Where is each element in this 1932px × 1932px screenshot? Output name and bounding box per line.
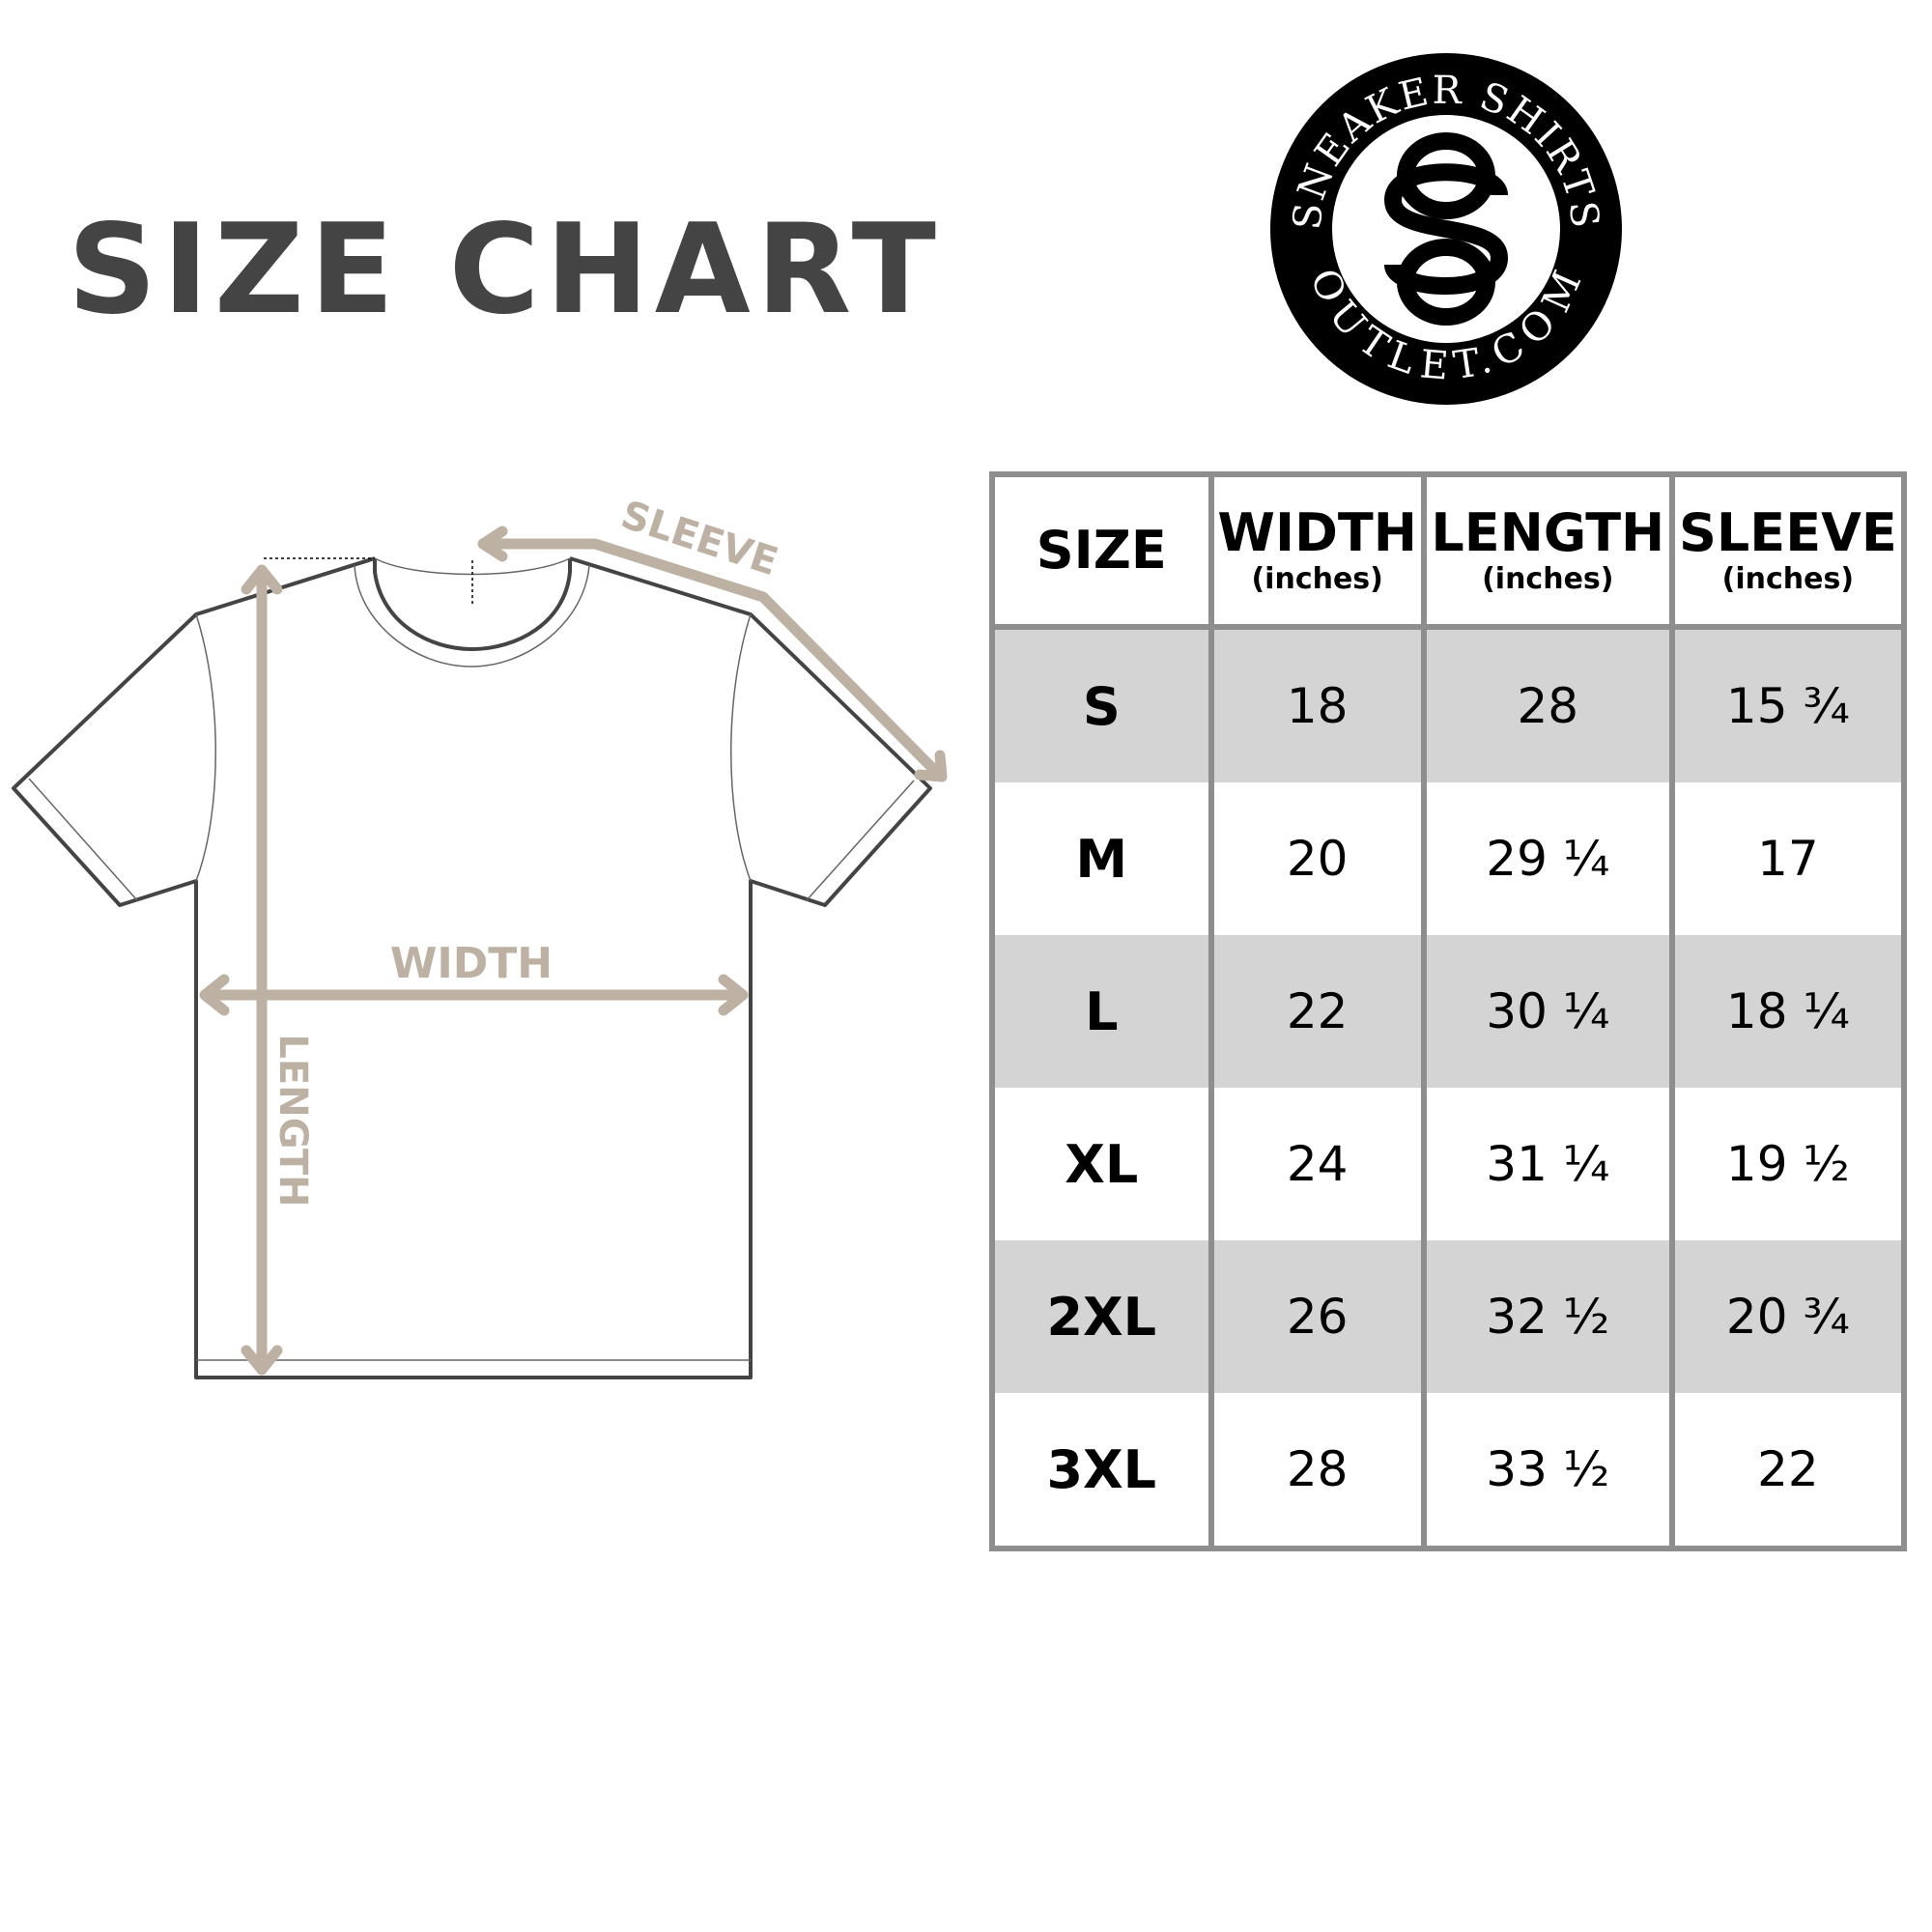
sleeve-cell: 19 ½ bbox=[1668, 1088, 1908, 1240]
size-cell: 2XL bbox=[989, 1240, 1214, 1393]
brand-logo: SNEAKER SHIRTS OUTLET.COM bbox=[1270, 53, 1622, 405]
width-arrow bbox=[199, 974, 749, 1016]
sleeve-cell: 17 bbox=[1668, 782, 1908, 935]
table-row: XL 24 31 ¼ 19 ½ bbox=[989, 1088, 1908, 1240]
length-cell: 33 ½ bbox=[1420, 1393, 1675, 1548]
header-width: WIDTH (inches) bbox=[1208, 471, 1427, 630]
width-cell: 26 bbox=[1208, 1240, 1427, 1393]
table-row: L 22 30 ¼ 18 ¼ bbox=[989, 935, 1908, 1088]
sleeve-cell: 22 bbox=[1668, 1393, 1908, 1548]
length-arrow bbox=[241, 564, 283, 1376]
size-cell: 3XL bbox=[989, 1393, 1214, 1548]
sleeve-cell: 20 ¾ bbox=[1668, 1240, 1908, 1393]
header-length: LENGTH (inches) bbox=[1420, 471, 1675, 630]
sleeve-arrow bbox=[477, 526, 948, 782]
size-cell: XL bbox=[989, 1088, 1214, 1240]
width-cell: 22 bbox=[1208, 935, 1427, 1088]
length-label: LENGTH bbox=[270, 1034, 315, 1207]
size-cell: M bbox=[989, 782, 1214, 935]
table-header-row: SIZE WIDTH (inches) LENGTH (inches) SLEEVE… bbox=[989, 471, 1908, 630]
length-cell: 30 ¼ bbox=[1420, 935, 1675, 1088]
sleeve-cell: 18 ¼ bbox=[1668, 935, 1908, 1088]
table-row: M 20 29 ¼ 17 bbox=[989, 782, 1908, 935]
width-label: WIDTH bbox=[390, 939, 553, 988]
size-cell: L bbox=[989, 935, 1214, 1088]
width-cell: 24 bbox=[1208, 1088, 1427, 1240]
length-cell: 31 ¼ bbox=[1420, 1088, 1675, 1240]
tshirt-diagram: WIDTH LENGTH SLEEVE bbox=[12, 493, 948, 1379]
sleeve-label: SLEEVE bbox=[615, 493, 782, 584]
length-cell: 29 ¼ bbox=[1420, 782, 1675, 935]
length-cell: 32 ½ bbox=[1420, 1240, 1675, 1393]
size-table: SIZE WIDTH (inches) LENGTH (inches) SLEEVE… bbox=[989, 471, 1908, 1551]
size-cell: S bbox=[989, 627, 1214, 782]
page-title: SIZE CHART bbox=[68, 198, 942, 342]
width-cell: 20 bbox=[1208, 782, 1427, 935]
header-sleeve: SLEEVE (inches) bbox=[1668, 471, 1908, 630]
tshirt-outline bbox=[12, 556, 932, 1379]
table-row: 2XL 26 32 ½ 20 ¾ bbox=[989, 1240, 1908, 1393]
measure-arrows bbox=[199, 526, 948, 1376]
sleeve-cell: 15 ¾ bbox=[1668, 627, 1908, 782]
length-cell: 28 bbox=[1420, 627, 1675, 782]
width-cell: 28 bbox=[1208, 1393, 1427, 1548]
header-size: SIZE bbox=[989, 471, 1214, 630]
width-cell: 18 bbox=[1208, 627, 1427, 782]
table-row: S 18 28 15 ¾ bbox=[989, 627, 1908, 782]
table-row: 3XL 28 33 ½ 22 bbox=[989, 1393, 1908, 1548]
